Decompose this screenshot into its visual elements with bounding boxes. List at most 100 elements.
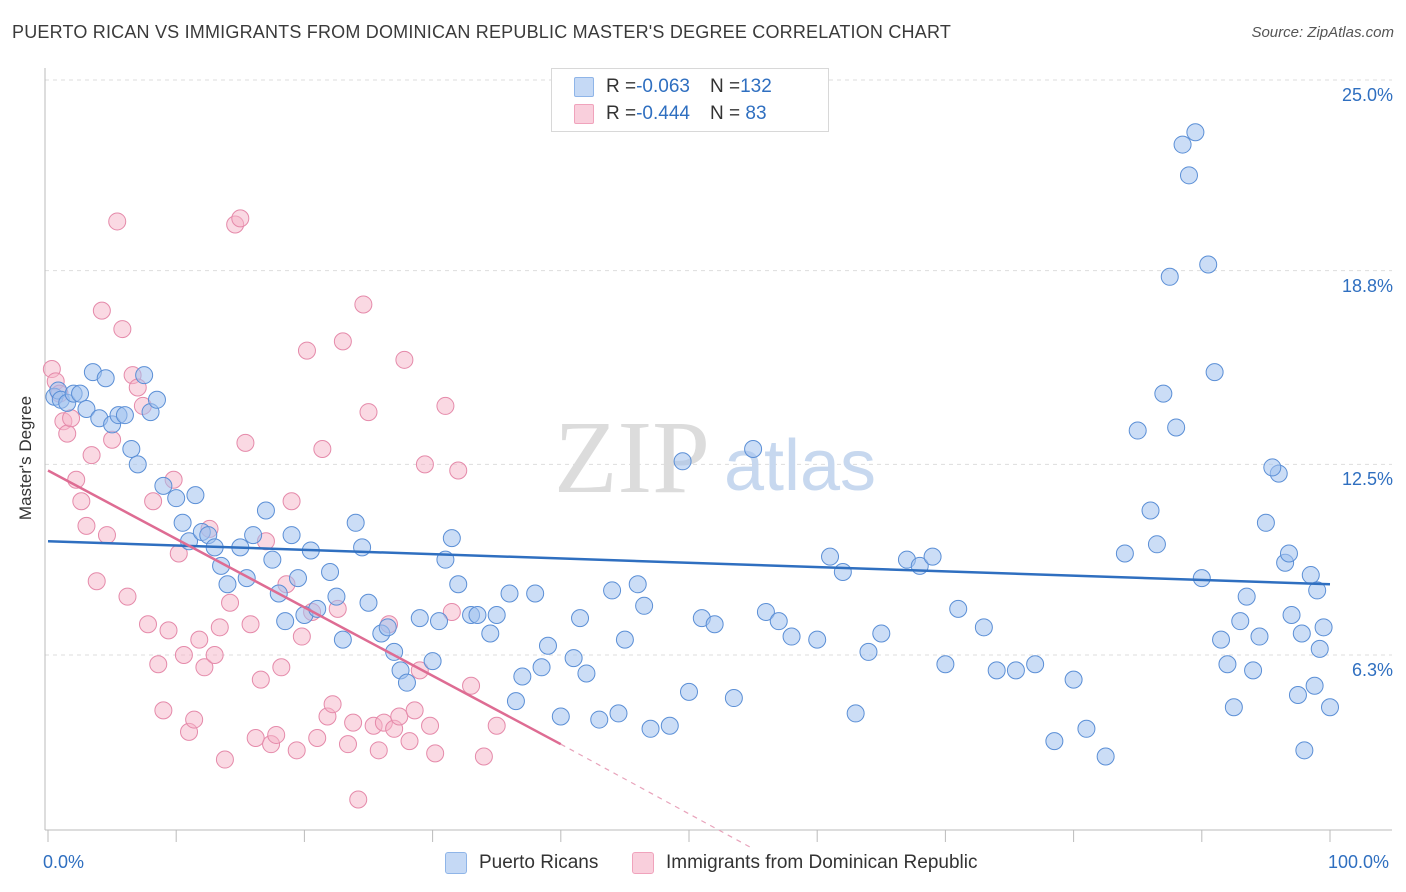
data-point-puerto-rican (77, 400, 96, 419)
data-point-puerto-rican (218, 575, 237, 594)
data-point-puerto-rican (186, 486, 205, 505)
chart-title: PUERTO RICAN VS IMMIGRANTS FROM DOMINICA… (12, 22, 952, 42)
data-point-puerto-rican (327, 587, 346, 606)
data-point-puerto-rican (1045, 732, 1064, 751)
data-point-puerto-rican (71, 384, 90, 403)
data-point-puerto-rican (513, 667, 532, 686)
data-point-dominican (344, 713, 363, 732)
data-point-dominican (138, 615, 157, 634)
data-point-puerto-rican (724, 689, 743, 708)
correlation-legend: R = -0.063 N = 132 R = -0.444 N = 83 (551, 68, 829, 132)
data-point-puerto-rican (1128, 421, 1147, 440)
data-point-puerto-rican (1160, 267, 1179, 286)
data-point-puerto-rican (1321, 698, 1339, 717)
data-point-puerto-rican (1199, 255, 1218, 274)
data-point-puerto-rican (1237, 587, 1256, 606)
data-point-dominican (292, 627, 311, 646)
data-point-puerto-rican (1192, 569, 1211, 588)
data-point-dominican (82, 446, 101, 465)
data-point-puerto-rican (1305, 676, 1324, 695)
data-point-puerto-rican (769, 612, 788, 631)
data-point-dominican (77, 516, 96, 535)
trend-line-dominican-extrapolated (560, 743, 754, 850)
data-point-dominican (333, 332, 352, 351)
bottom-legend-label-2: Immigrants from Dominican Republic (666, 852, 978, 873)
data-point-dominican (369, 741, 388, 760)
legend-r-value: -0.063 (636, 76, 690, 97)
data-point-puerto-rican (1224, 698, 1243, 717)
data-point-puerto-rican (1279, 544, 1298, 563)
source-label: Source: ZipAtlas.com (1251, 24, 1394, 41)
data-point-puerto-rican (346, 513, 365, 532)
legend-r-label: R = (606, 103, 637, 124)
data-point-puerto-rican (1141, 501, 1160, 520)
data-point-puerto-rican (397, 673, 416, 692)
data-point-puerto-rican (571, 609, 590, 628)
legend-swatch-blue (574, 77, 594, 97)
data-point-dominican (405, 701, 424, 720)
data-point-dominican (97, 526, 116, 545)
data-point-dominican (190, 630, 209, 649)
data-point-dominican (103, 430, 122, 449)
y-tick-label: 25.0% (1341, 85, 1393, 105)
data-point-dominican (354, 295, 373, 314)
data-point-puerto-rican (96, 369, 115, 388)
data-point-puerto-rican (449, 575, 468, 594)
legend-n-label: N = (709, 103, 741, 124)
data-point-dominican (349, 790, 368, 809)
data-point-puerto-rican (1295, 741, 1314, 760)
data-point-dominican (195, 658, 214, 677)
data-point-puerto-rican (506, 692, 525, 711)
legend-row-puerto-rican: R = -0.063 N = 132 (552, 73, 772, 101)
data-point-puerto-rican (135, 366, 154, 385)
watermark-atlas: atlas (724, 426, 876, 506)
legend-r-value: -0.444 (636, 103, 690, 124)
y-tick-label: 12.5% (1341, 469, 1393, 490)
data-point-puerto-rican (744, 439, 763, 458)
data-point-puerto-rican (603, 581, 622, 600)
data-point-puerto-rican (615, 630, 634, 649)
data-point-puerto-rican (359, 593, 378, 612)
data-point-puerto-rican (173, 513, 192, 532)
data-point-puerto-rican (288, 569, 307, 588)
trend-line-dominican (47, 469, 562, 746)
data-point-puerto-rican (821, 547, 840, 566)
bottom-legend-label-1: Puerto Ricans (479, 852, 599, 873)
data-point-puerto-rican (430, 612, 449, 631)
data-point-dominican (308, 729, 327, 748)
data-point-dominican (313, 439, 332, 458)
data-point-puerto-rican (1154, 384, 1173, 403)
data-point-dominican (436, 396, 455, 415)
data-point-puerto-rican (1064, 670, 1083, 689)
data-point-puerto-rican (1115, 544, 1134, 563)
data-point-dominican (282, 492, 301, 511)
data-point-dominican (221, 593, 240, 612)
data-point-dominican (400, 732, 419, 751)
data-point-puerto-rican (673, 452, 692, 471)
data-point-dominican (390, 707, 409, 726)
data-point-puerto-rican (564, 649, 583, 668)
data-point-dominican (87, 572, 106, 591)
data-point-dominican (241, 615, 260, 634)
data-point-puerto-rican (410, 609, 429, 628)
data-point-puerto-rican (1263, 458, 1282, 477)
data-point-dominican (272, 658, 291, 677)
data-point-puerto-rican (378, 618, 397, 637)
data-point-dominican (421, 716, 440, 735)
x-tick-left: 0.0% (43, 852, 85, 872)
data-point-dominican (185, 710, 204, 729)
data-point-puerto-rican (987, 661, 1006, 680)
data-point-puerto-rican (936, 655, 955, 674)
data-point-puerto-rican (1301, 566, 1320, 585)
legend-swatch-pink (574, 104, 594, 124)
data-point-puerto-rican (256, 501, 275, 520)
data-point-dominican (144, 492, 163, 511)
data-point-puerto-rican (680, 682, 698, 701)
data-point-dominican (210, 618, 229, 637)
data-point-puerto-rican (846, 704, 865, 723)
data-point-puerto-rican (872, 624, 891, 643)
data-point-puerto-rican (128, 455, 147, 474)
data-point-dominican (205, 646, 224, 664)
data-point-dominican (154, 701, 173, 720)
